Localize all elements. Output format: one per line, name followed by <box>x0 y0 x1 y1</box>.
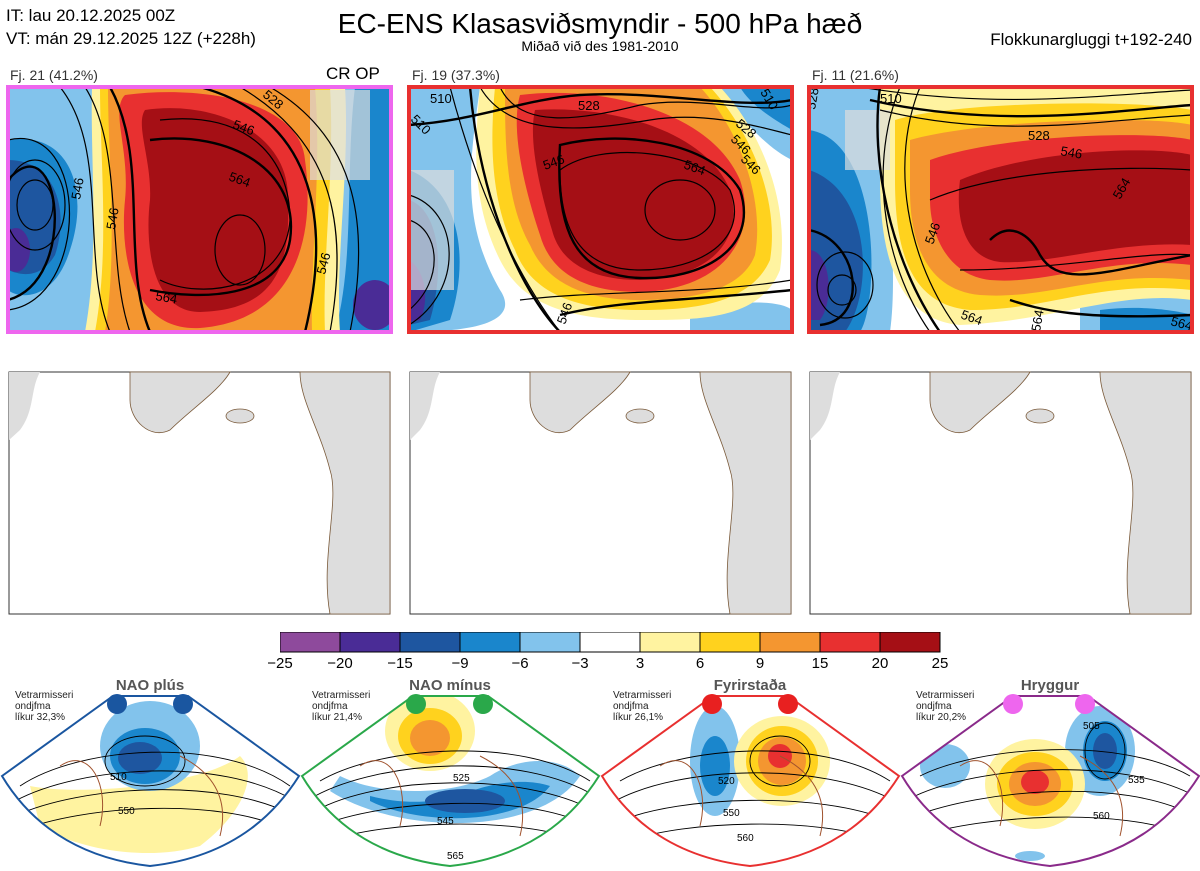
colorbar-tick: −9 <box>451 655 469 672</box>
regime-1-dot <box>173 694 193 714</box>
regime-4-dot <box>1075 694 1095 714</box>
cluster-3-label: Fj. 11 (21.6%) <box>812 67 899 83</box>
svg-text:546: 546 <box>231 117 257 139</box>
regime-4-title: Hryggur <box>1020 677 1080 694</box>
svg-text:560: 560 <box>1093 811 1110 822</box>
colorbar-tick: 6 <box>695 655 705 672</box>
cluster-1-border <box>6 85 393 334</box>
cluster-2-map: 510 510 528 528 546 564 546 546 510 546 <box>409 87 792 332</box>
svg-text:525: 525 <box>453 773 470 784</box>
cluster-2-border <box>407 85 794 334</box>
svg-text:545: 545 <box>437 816 454 827</box>
svg-text:535: 535 <box>1128 775 1145 786</box>
svg-text:564: 564 <box>959 307 985 329</box>
colorbar-tick: 25 <box>931 655 949 672</box>
regime-2-title: NAO mínus <box>409 677 491 694</box>
cluster-2-label: Fj. 19 (37.3%) <box>412 67 500 83</box>
colorbar-cell <box>639 632 701 653</box>
svg-text:560: 560 <box>737 833 754 844</box>
svg-text:546: 546 <box>554 301 576 327</box>
svg-text:546: 546 <box>68 177 87 201</box>
svg-text:564: 564 <box>682 157 708 179</box>
regime-4-note: Vetrarmisseri ondjfma líkur 20,2% <box>916 690 975 723</box>
colorbar-tick: 3 <box>635 655 645 672</box>
regime-1-note: Vetrarmisseri ondjfma líkur 32,3% <box>15 690 74 723</box>
cluster-3-map: 510 528 546 564 528 546 564 564 564 <box>803 87 1194 333</box>
svg-text:510: 510 <box>430 91 452 106</box>
svg-text:510: 510 <box>880 91 902 106</box>
valid-time: VT: mán 29.12.2025 12Z (+228h) <box>6 29 256 48</box>
regime-1-title: NAO plús <box>115 677 185 694</box>
regime-1-dot <box>107 694 127 714</box>
svg-text:546: 546 <box>313 251 333 276</box>
regime-maps: 510 550 525 545 565 <box>0 694 1200 868</box>
cluster-1-badge: CR OP <box>326 64 380 83</box>
page-subtitle: Miðað við des 1981-2010 <box>521 38 679 54</box>
colorbar-ticks: −25 −20 −15 −9 −6 −3 3 6 9 15 20 25 <box>267 655 948 675</box>
cluster-1-map: 528 546 564 546 564 546 546 <box>8 87 391 332</box>
colorbar-tick: −3 <box>571 655 589 672</box>
cluster-1-label: Fj. 21 (41.2%) <box>10 67 98 83</box>
svg-text:564: 564 <box>1169 313 1194 333</box>
svg-text:546: 546 <box>541 151 567 173</box>
colorbar-cell <box>339 632 401 653</box>
classification-window: Flokkunargluggi t+192-240 <box>990 30 1192 49</box>
colorbar-tick: −25 <box>267 655 293 672</box>
colorbar-cell <box>819 632 881 653</box>
colorbar-cell <box>699 632 761 653</box>
colorbar-cell <box>519 632 581 653</box>
colorbar-cell <box>879 632 941 653</box>
svg-text:546: 546 <box>922 221 944 247</box>
svg-text:565: 565 <box>447 851 464 862</box>
svg-text:564: 564 <box>227 169 253 191</box>
base-map-1 <box>8 371 391 615</box>
colorbar-tick: −20 <box>327 655 353 672</box>
colorbar-tick: −15 <box>387 655 413 672</box>
colorbar-tick: 20 <box>871 655 889 672</box>
regime-1-border <box>0 695 301 868</box>
svg-text:564: 564 <box>1028 309 1047 333</box>
colorbar-cell <box>759 632 821 653</box>
colorbar-cell <box>399 632 461 653</box>
cluster-3-border <box>807 85 1194 334</box>
base-map-2 <box>409 371 792 615</box>
svg-text:505: 505 <box>1083 721 1100 732</box>
svg-text:550: 550 <box>723 808 740 819</box>
colorbar-tick: −6 <box>511 655 529 672</box>
svg-text:528: 528 <box>578 98 600 113</box>
svg-text:550: 550 <box>118 806 135 817</box>
svg-text:520: 520 <box>718 776 735 787</box>
regime-3-note: Vetrarmisseri ondjfma líkur 26,1% <box>613 690 672 723</box>
regime-4-dot <box>1003 694 1023 714</box>
page-title: EC-ENS Klasasviðsmyndir - 500 hPa hæð <box>337 8 863 39</box>
regime-2-note: Vetrarmisseri ondjfma líkur 21,4% <box>312 690 371 723</box>
regime-2-border <box>300 695 601 868</box>
svg-text:546: 546 <box>103 207 122 231</box>
colorbar-tick: 15 <box>811 655 829 672</box>
svg-text:510: 510 <box>110 772 127 783</box>
regime-3-dot <box>778 694 798 714</box>
colorbar-cell <box>459 632 521 653</box>
colorbar-cell <box>579 632 641 653</box>
svg-text:528: 528 <box>1028 128 1050 143</box>
regime-3-dot <box>702 694 722 714</box>
regime-4-border <box>900 695 1200 868</box>
issue-time-block: IT: lau 20.12.2025 00Z VT: mán 29.12.202… <box>6 4 256 50</box>
regime-3-title: Fyrirstaða <box>713 677 787 694</box>
base-map-3 <box>809 371 1192 615</box>
svg-text:528: 528 <box>803 87 822 111</box>
svg-text:546: 546 <box>1059 143 1083 162</box>
issue-time: IT: lau 20.12.2025 00Z <box>6 6 176 25</box>
regime-2-dot <box>406 694 426 714</box>
regime-3-border <box>600 695 901 868</box>
regime-2-dot <box>473 694 493 714</box>
colorbar-cell <box>280 632 341 653</box>
colorbar-tick: 9 <box>755 655 765 672</box>
colorbar <box>280 632 941 653</box>
svg-text:564: 564 <box>154 288 178 307</box>
